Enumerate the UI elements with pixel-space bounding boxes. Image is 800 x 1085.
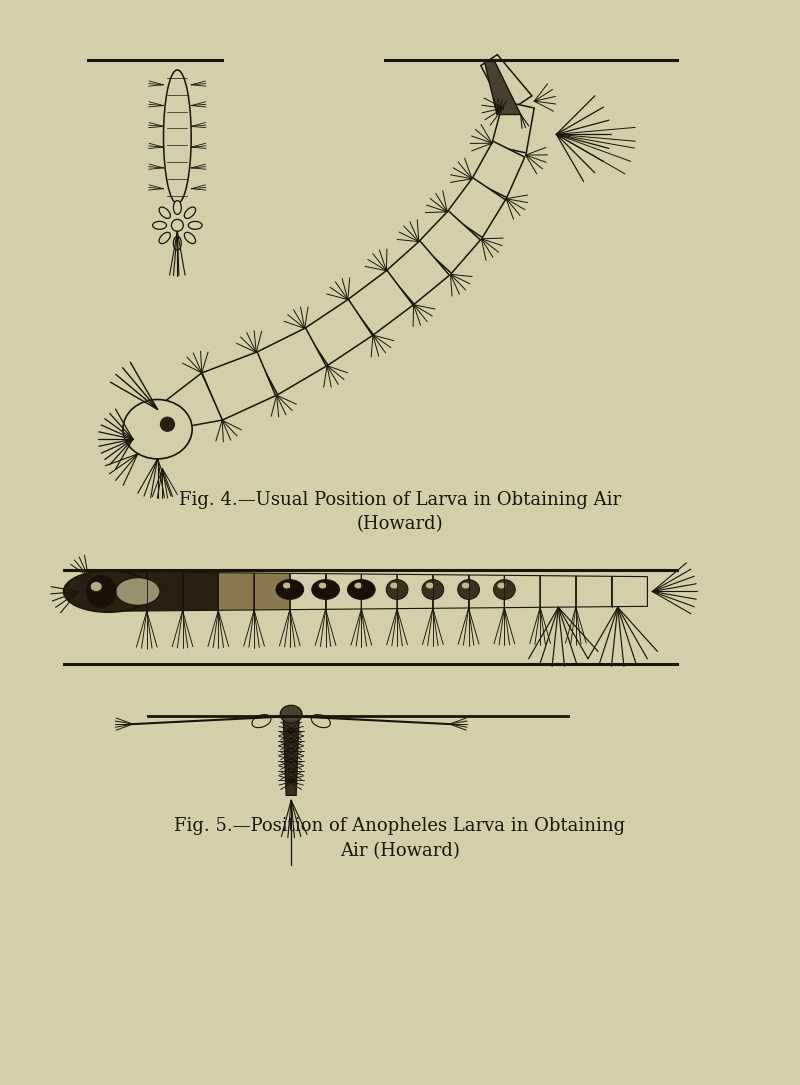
Ellipse shape [174, 237, 182, 250]
Polygon shape [202, 352, 275, 420]
Ellipse shape [159, 207, 170, 218]
Polygon shape [218, 573, 254, 610]
Text: Air (Howard): Air (Howard) [340, 842, 460, 859]
Ellipse shape [318, 583, 326, 588]
Polygon shape [347, 270, 413, 335]
Polygon shape [386, 241, 450, 304]
Ellipse shape [280, 705, 302, 723]
Ellipse shape [115, 577, 160, 605]
Circle shape [161, 418, 174, 431]
Polygon shape [576, 576, 612, 607]
Ellipse shape [458, 579, 479, 599]
Ellipse shape [386, 579, 408, 599]
Polygon shape [397, 574, 433, 609]
Polygon shape [418, 210, 481, 273]
Polygon shape [290, 573, 326, 610]
Ellipse shape [184, 232, 195, 243]
Ellipse shape [422, 579, 444, 599]
Ellipse shape [312, 579, 339, 599]
Polygon shape [162, 373, 222, 429]
Polygon shape [283, 716, 299, 795]
Ellipse shape [283, 583, 291, 588]
Ellipse shape [390, 583, 398, 588]
Ellipse shape [174, 201, 182, 215]
Circle shape [171, 219, 183, 231]
Polygon shape [433, 575, 469, 609]
Ellipse shape [276, 579, 304, 599]
Polygon shape [484, 60, 521, 115]
Polygon shape [254, 573, 290, 610]
Ellipse shape [494, 579, 515, 599]
Ellipse shape [311, 715, 330, 728]
Polygon shape [182, 573, 218, 611]
Polygon shape [491, 101, 534, 153]
Ellipse shape [426, 583, 434, 588]
Ellipse shape [252, 715, 271, 728]
Ellipse shape [159, 232, 170, 243]
Ellipse shape [90, 582, 102, 591]
Polygon shape [471, 141, 525, 197]
Ellipse shape [63, 571, 153, 612]
Ellipse shape [86, 576, 116, 608]
Polygon shape [540, 576, 576, 608]
Text: (Howard): (Howard) [357, 515, 443, 534]
Polygon shape [446, 178, 506, 238]
Ellipse shape [498, 583, 506, 588]
Ellipse shape [462, 583, 470, 588]
Polygon shape [362, 574, 397, 609]
Polygon shape [304, 299, 373, 366]
Text: Fig. 5.—Position of Anopheles Larva in Obtaining: Fig. 5.—Position of Anopheles Larva in O… [174, 817, 626, 835]
Polygon shape [111, 572, 146, 611]
Text: Fig. 4.—Usual Position of Larva in Obtaining Air: Fig. 4.—Usual Position of Larva in Obtai… [179, 490, 621, 509]
Ellipse shape [163, 69, 191, 204]
Polygon shape [255, 328, 326, 395]
Ellipse shape [354, 583, 362, 588]
Polygon shape [504, 575, 540, 608]
Polygon shape [146, 572, 182, 611]
Ellipse shape [188, 221, 202, 229]
Ellipse shape [347, 579, 375, 599]
Ellipse shape [123, 399, 192, 459]
Ellipse shape [184, 207, 195, 218]
Polygon shape [612, 576, 647, 607]
Polygon shape [481, 54, 532, 114]
Polygon shape [326, 574, 362, 610]
Polygon shape [469, 575, 504, 608]
Ellipse shape [153, 221, 166, 229]
